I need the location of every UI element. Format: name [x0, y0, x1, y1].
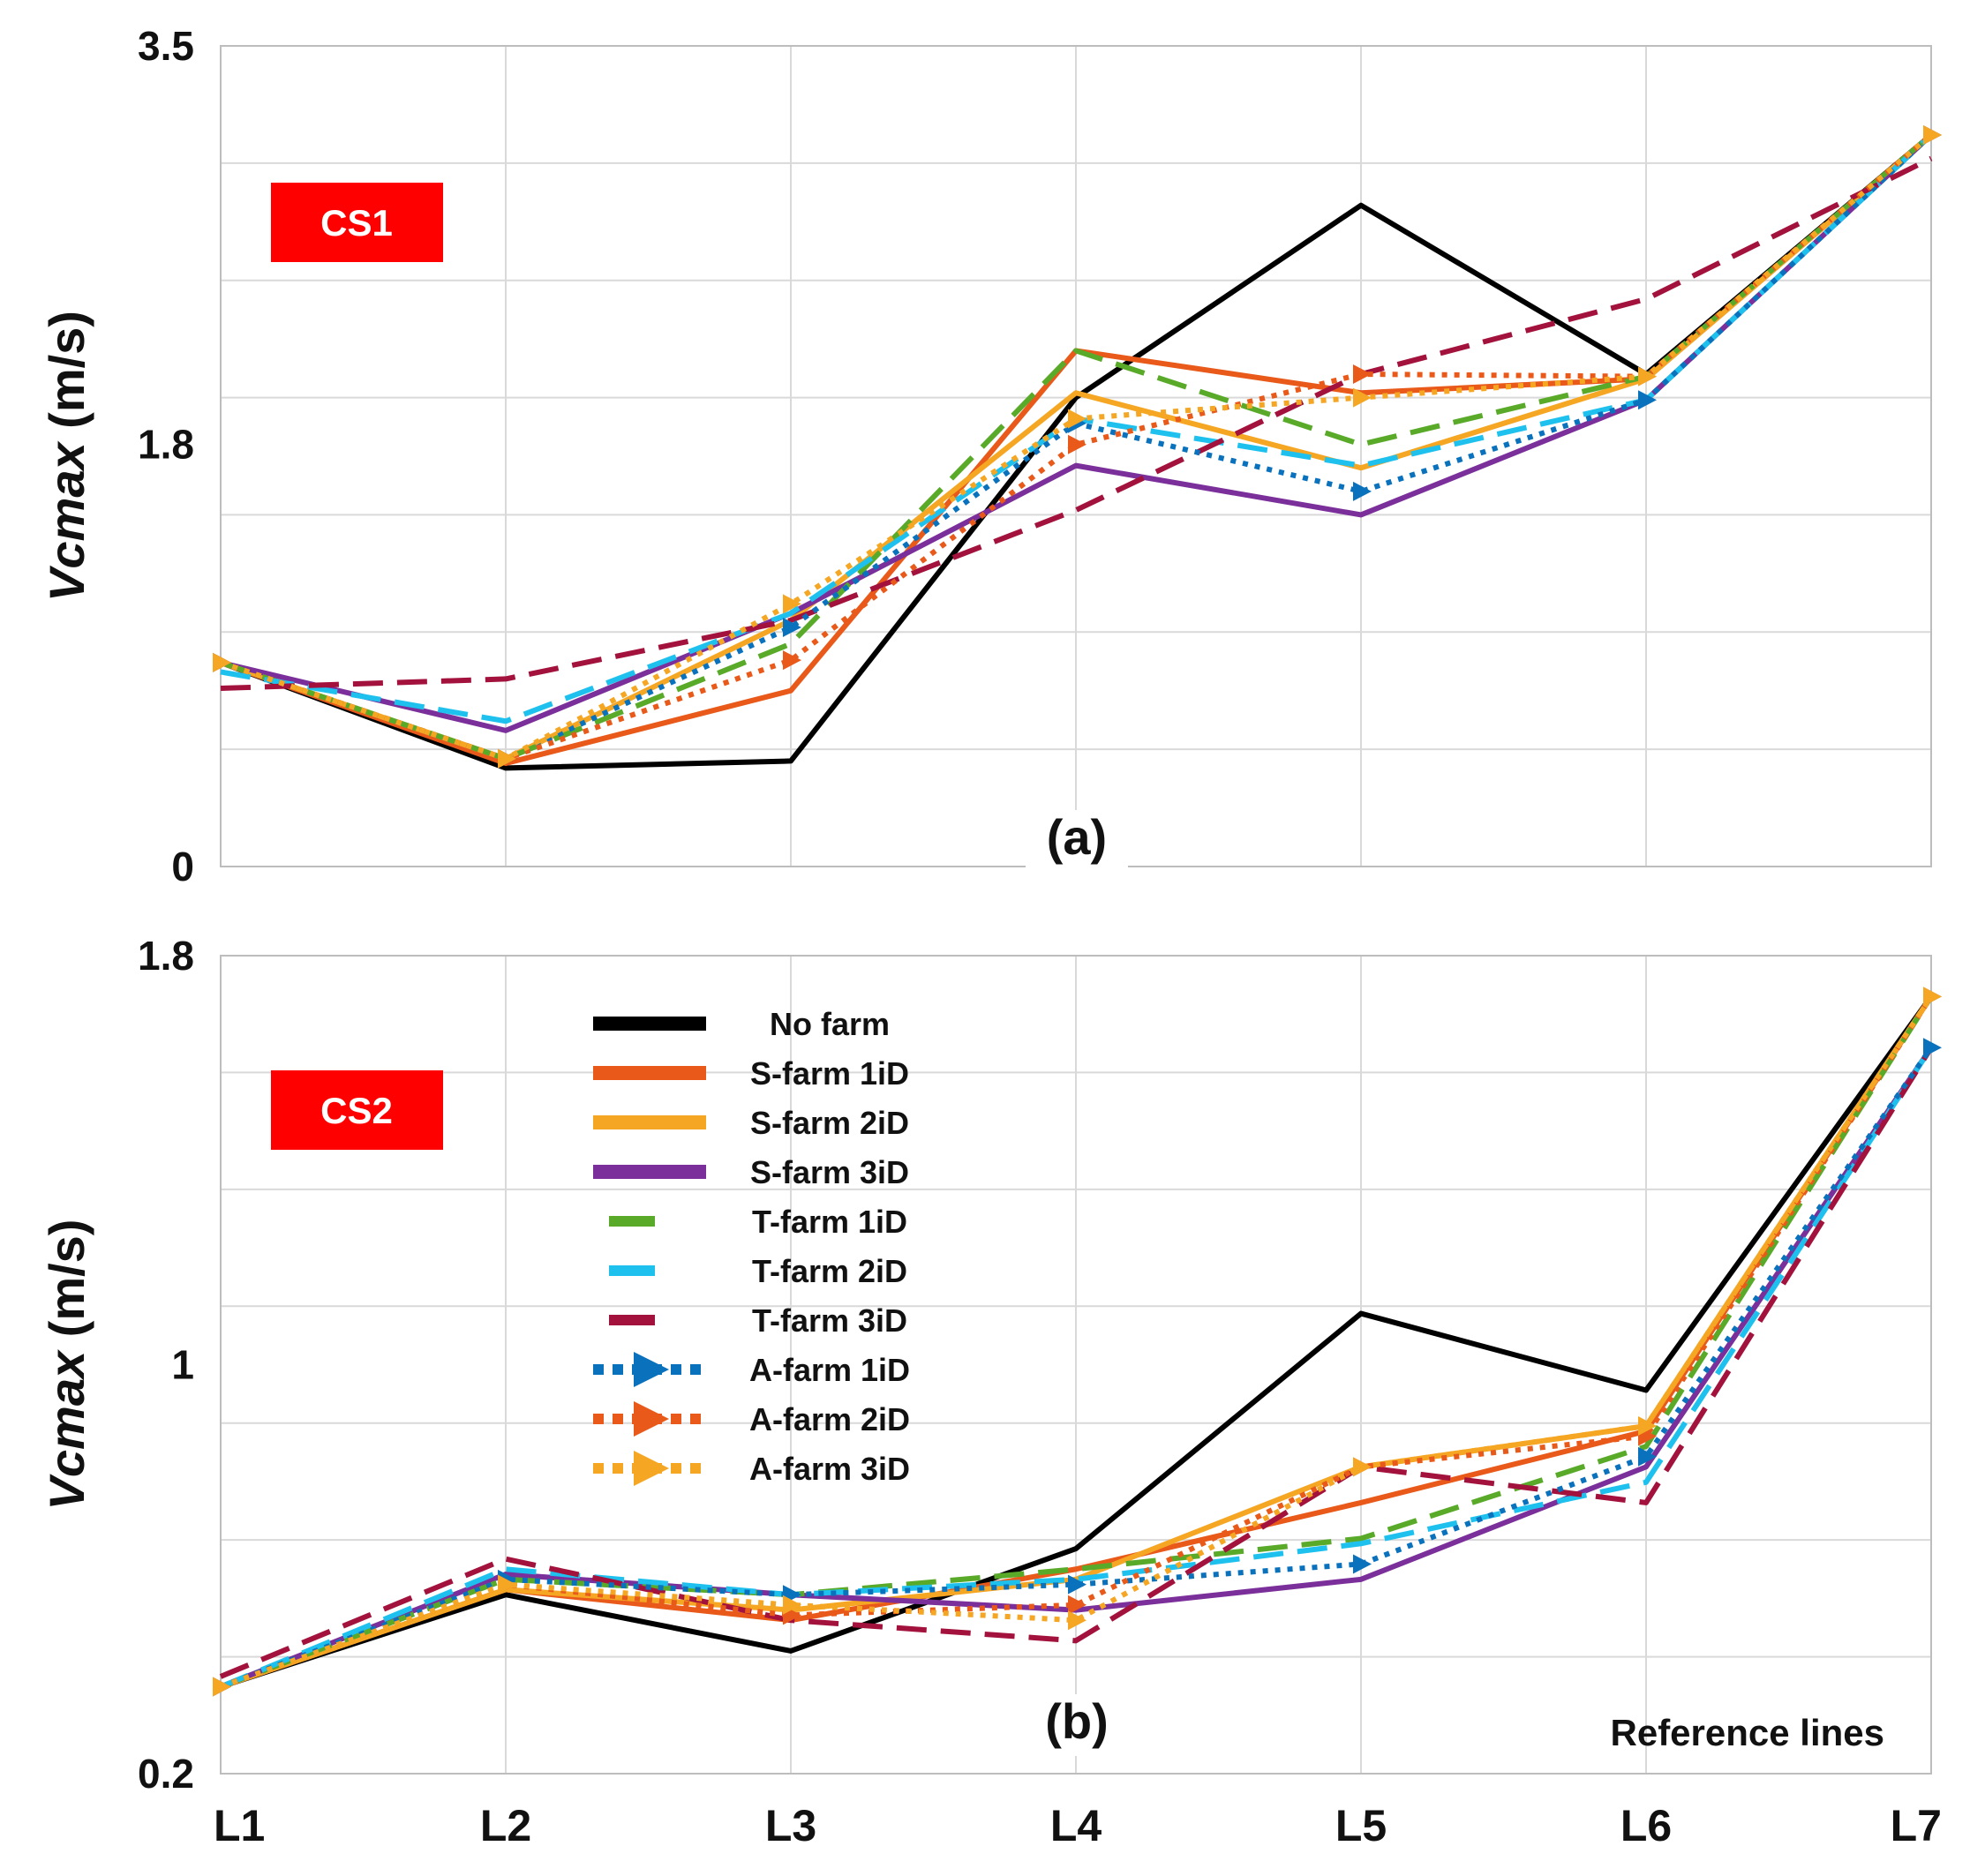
series-line-t-farm-2id — [219, 1046, 1934, 1690]
series-marker-a-farm-3id — [1638, 366, 1657, 386]
series-marker-a-farm-1id — [1353, 1554, 1372, 1574]
series-group — [213, 987, 1942, 1697]
y-tick-label: 1.8 — [138, 422, 194, 468]
panel-label: (b) — [1045, 1693, 1109, 1749]
series-marker-a-farm-1id — [1923, 1038, 1942, 1058]
legend-label-t-farm-2id: T-farm 2iD — [752, 1253, 907, 1289]
series-marker-a-farm-1id — [1638, 390, 1657, 410]
legend-item-a-farm-3id: A-farm 3iD — [593, 1451, 910, 1487]
y-axis-label-unit: (m/s) — [39, 1219, 94, 1351]
series-marker-a-farm-2id — [783, 650, 801, 671]
legend-item-no-farm: No farm — [593, 1006, 890, 1042]
legend-item-s-farm-3id: S-farm 3iD — [593, 1154, 909, 1190]
y-axis-label: Vcmax (m/s) — [39, 311, 94, 602]
series-marker-a-farm-3id — [1068, 409, 1086, 429]
legend-item-s-farm-1id: S-farm 1iD — [593, 1055, 909, 1092]
series-marker-a-farm-3id — [783, 1595, 801, 1615]
x-tick-label-l5: L5 — [1335, 1801, 1387, 1850]
series-marker-a-farm-3id — [498, 748, 516, 769]
series-marker-a-farm-1id — [1638, 1446, 1657, 1467]
legend: No farm S-farm 1iD S-farm 2iD S-farm 3iD T-f… — [593, 1006, 910, 1487]
x-tick-label-l7: L7 — [1891, 1801, 1942, 1850]
series-marker-a-farm-3id — [1353, 1457, 1372, 1477]
legend-item-t-farm-1id: T-farm 1iD — [609, 1204, 907, 1240]
legend-marker-a-farm-1id — [634, 1352, 669, 1387]
panel-label: (a) — [1047, 809, 1107, 865]
y-tick-label: 3.5 — [138, 23, 194, 69]
case-label-badge: CS1 — [271, 183, 443, 262]
series-marker-a-farm-1id — [1353, 481, 1372, 501]
series-line-t-farm-3id — [220, 155, 1933, 692]
series-marker-a-farm-3id — [498, 1574, 516, 1595]
legend-item-t-farm-3id: T-farm 3iD — [609, 1302, 907, 1339]
case-label-badge: CS2 — [271, 1070, 443, 1150]
legend-item-t-farm-2id: T-farm 2iD — [609, 1253, 907, 1289]
legend-label-s-farm-1id: S-farm 1iD — [750, 1055, 909, 1092]
series-line-t-farm-3id — [219, 1046, 1934, 1679]
x-tick-label-l3: L3 — [765, 1801, 816, 1850]
y-axis-label-variable: Vcmax — [39, 1348, 94, 1510]
series-marker-a-farm-3id — [1068, 1610, 1086, 1631]
x-tick-label-l6: L6 — [1620, 1801, 1672, 1850]
series-group — [213, 124, 1942, 771]
x-tick-label-l2: L2 — [480, 1801, 531, 1850]
y-tick-label: 0 — [171, 844, 194, 889]
y-axis-label: Vcmax (m/s) — [39, 1219, 94, 1511]
legend-label-s-farm-3id: S-farm 3iD — [750, 1154, 909, 1190]
y-tick-label: 1 — [171, 1342, 194, 1388]
legend-label-a-farm-1id: A-farm 1iD — [749, 1352, 910, 1388]
y-tick-label: 1.8 — [138, 933, 194, 979]
legend-label-a-farm-3id: A-farm 3iD — [749, 1451, 910, 1487]
case-label-text: CS1 — [320, 202, 393, 244]
legend-label-s-farm-2id: S-farm 2iD — [750, 1105, 909, 1141]
legend-label-t-farm-1id: T-farm 1iD — [752, 1204, 907, 1240]
series-marker-a-farm-2id — [1068, 434, 1086, 454]
legend-label-a-farm-2id: A-farm 2iD — [749, 1401, 910, 1437]
legend-marker-a-farm-3id — [634, 1451, 669, 1486]
series-marker-a-farm-2id — [1353, 364, 1372, 384]
reference-lines-label: Reference lines — [1611, 1712, 1885, 1753]
series-marker-a-farm-3id — [1638, 1416, 1657, 1437]
panel-a-chart: 0 1.8 3.5 Vcmax (m/s) CS1 (a) — [39, 23, 1942, 889]
panel-b-chart: 0.2 1 1.8 Vcmax (m/s) L1 L2 L3 L4 L5 L6 L7 CS2 (b) Re… — [39, 933, 1942, 1850]
legend-item-a-farm-2id: A-farm 2iD — [593, 1401, 910, 1437]
legend-item-s-farm-2id: S-farm 2iD — [593, 1105, 909, 1141]
series-marker-a-farm-3id — [783, 594, 801, 614]
legend-marker-a-farm-2id — [634, 1401, 669, 1437]
y-tick-label: 0.2 — [138, 1751, 194, 1797]
series-line-no-farm — [220, 994, 1934, 1690]
series-line-t-farm-1id — [219, 994, 1934, 1690]
x-tick-label-l4: L4 — [1050, 1801, 1102, 1850]
panel-label-background — [1026, 810, 1128, 872]
series-marker-a-farm-3id — [213, 652, 231, 672]
panel-label-background — [1026, 1694, 1128, 1756]
legend-label-no-farm: No farm — [770, 1006, 890, 1042]
plot-frame — [220, 955, 1932, 1775]
series-marker-a-farm-3id — [213, 1677, 231, 1697]
case-label-box — [271, 183, 443, 262]
series-marker-a-farm-3id — [1923, 987, 1942, 1007]
legend-label-t-farm-3id: T-farm 3iD — [752, 1302, 907, 1339]
series-marker-a-farm-1id — [1068, 1574, 1086, 1595]
y-axis-label-variable: Vcmax — [39, 440, 94, 602]
series-marker-a-farm-3id — [1923, 124, 1942, 145]
series-marker-a-farm-2id — [1068, 1595, 1086, 1615]
case-label-box — [271, 1070, 443, 1150]
x-tick-label-l1: L1 — [214, 1801, 265, 1850]
case-label-text: CS2 — [320, 1090, 393, 1131]
series-marker-a-farm-1id — [783, 617, 801, 637]
legend-item-a-farm-1id: A-farm 1iD — [593, 1352, 910, 1388]
y-axis-label-unit: (m/s) — [39, 311, 94, 442]
series-marker-a-farm-3id — [1353, 387, 1372, 408]
